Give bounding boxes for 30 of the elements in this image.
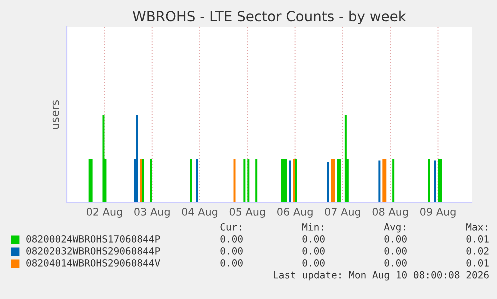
chart-title: WBROHS - LTE Sector Counts - by week [133,10,406,24]
text: 0.01 [466,259,489,267]
text: 0.00 [220,247,243,255]
text: 0.00 [302,247,325,255]
text: 0.00 [220,235,243,243]
text: 0.00 [302,259,325,267]
x-tick-label: 06 Aug [278,208,313,218]
x-tick-label: 05 Aug [230,208,266,218]
x-tick-label: 09 Aug [420,208,456,218]
text: Last update: Mon Aug 10 08:00:08 2026 [274,271,489,281]
legend-label: 08204014WBROHS29060844V [26,259,160,267]
y-axis-title: users [52,100,60,130]
text: 0.00 [384,247,407,255]
text: 0.02 [466,247,489,255]
text: 0.00 [302,235,325,243]
x-tick-label: 04 Aug [182,208,218,218]
x-tick-label: 08 Aug [372,208,408,218]
x-tick-label: 03 Aug [134,208,170,218]
text: Max: [466,224,488,231]
text: Min: [302,223,324,231]
text: 0.01 [466,235,489,243]
x-tick-label: 07 Aug [325,208,360,218]
legend-label: 08202032WBROHS29060844P [26,247,160,255]
text: 0.00 [384,259,407,267]
text: Cur: [220,223,242,231]
legend-label: 08200024WBROHS17060844P [26,235,160,243]
x-tick-label: 02 Aug [86,208,122,218]
text: 0.00 [384,235,407,243]
text: Avg: [384,224,406,233]
text: 0.00 [220,259,243,267]
